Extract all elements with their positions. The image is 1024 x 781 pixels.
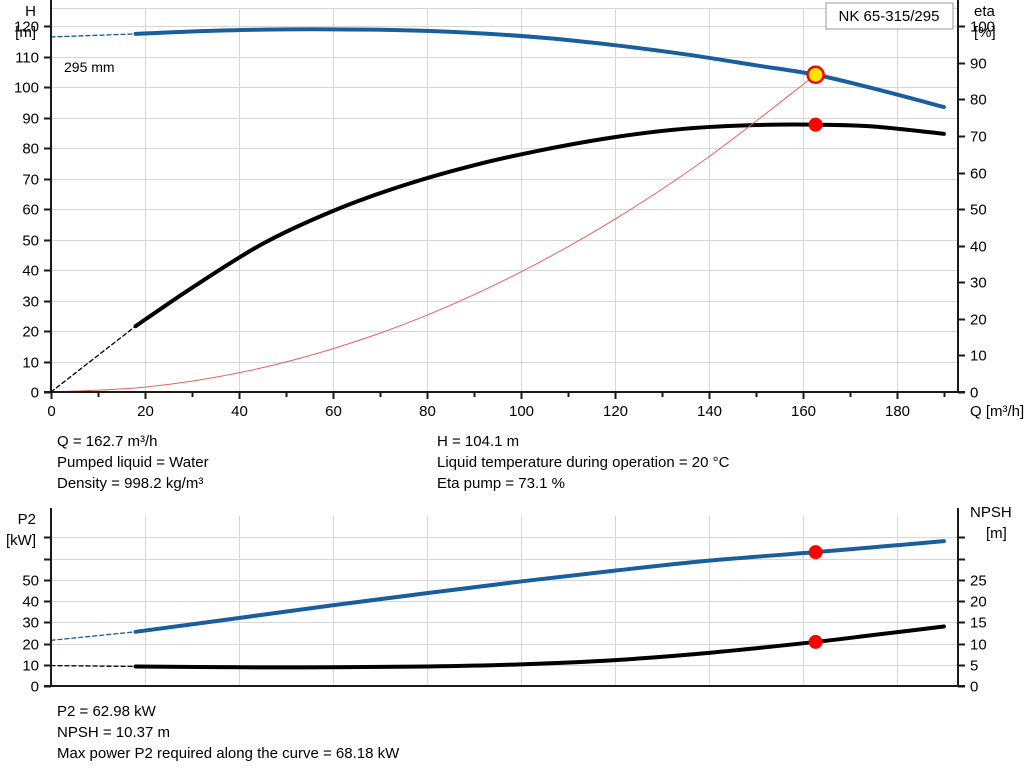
top-left-tick-label: 50 [22,233,39,250]
duty-info-line-2: Pumped liquid = Water [57,454,209,471]
duty-point-power-marker[interactable] [808,545,823,560]
bottom-right-tick-label: 20 [970,594,987,611]
bottom-right-tick-label: 15 [970,615,987,632]
top-left-tick-label: 60 [22,202,39,219]
bottom-left-tick-label: 30 [22,615,39,632]
top-right-tick-label: 100 [970,19,995,36]
title-box-label: NK 65-315/295 [839,8,940,25]
top-left-tick-label: 0 [31,385,39,402]
top-x-tick-label: 80 [419,403,436,420]
bottom-left-axis-title-1: P2 [18,511,36,528]
top-curve [50,33,137,38]
top-left-tick-label: 80 [22,141,39,158]
bottom-left-tick-label: 50 [22,573,39,590]
bottom-left-tick-label: 0 [31,679,39,696]
top-chart-group: 0 10 20 30 40 50 60 70 80 90 100 110 120 0 10 20 30 40 50 6… [14,0,1024,420]
top-x-axis-title: Q [m³/h] [970,403,1024,420]
duty-info-line-3: Eta pump = 73.1 % [437,475,565,492]
bottom-curve [50,631,137,641]
power-info-line-2: NPSH = 10.37 m [57,724,170,741]
bottom-right-tick-label: 10 [970,637,987,654]
top-left-tick-label: 70 [22,172,39,189]
impeller-diameter-label: 295 mm [64,59,115,75]
bottom-curve [50,664,137,668]
top-left-tick-label: 20 [22,324,39,341]
bottom-curve [133,624,946,670]
bottom-left-tick-label: 40 [22,594,39,611]
top-right-tick-label: 50 [970,202,987,219]
top-left-axis-title-1: H [25,3,36,20]
top-right-axis-title-1: eta [974,3,996,20]
bottom-chart-group: 0 10 20 30 40 50 0 5 10 15 20 25 P2 [kW] NPSH [m] [6,504,1012,696]
top-left-tick-label: 30 [22,294,39,311]
top-x-tick-label: 60 [325,403,342,420]
top-x-tick-label: 160 [791,403,816,420]
top-left-tick-label: 100 [14,80,39,97]
top-curve [133,27,946,110]
power-info-line-3: Max power P2 required along the curve = … [57,745,400,762]
top-right-tick-label: 40 [970,239,987,256]
bottom-left-tick-label: 20 [22,637,39,654]
duty-info-line-3: Density = 998.2 kg/m³ [57,475,204,492]
top-x-tick-label: 100 [509,403,534,420]
title-box-frame [825,2,954,30]
bottom-right-tick-label: 0 [970,679,978,696]
top-right-tick-label: 70 [970,129,987,146]
top-x-tick-label: 20 [137,403,154,420]
top-curve [50,74,817,393]
top-left-tick-label: 90 [22,111,39,128]
power-info-block: P2 = 62.98 kW NPSH = 10.37 m Max power P2 … [57,701,399,764]
top-right-tick-label: 20 [970,312,987,329]
top-left-axis-title-2: [m] [15,24,36,41]
bottom-right-axis-title-1: NPSH [970,504,1012,521]
duty-point-efficiency-marker[interactable] [808,117,823,132]
bottom-right-tick-label: 5 [970,658,978,675]
bottom-curve [133,539,946,634]
top-left-tick-label: 10 [22,355,39,372]
top-left-tick-label: 110 [15,50,39,67]
top-right-tick-label: 60 [970,166,987,183]
top-left-tick-label: 120 [14,19,39,36]
bottom-right-tick-label: 25 [970,573,987,590]
top-x-tick-label: 140 [697,403,722,420]
top-x-tick-label: 40 [231,403,248,420]
duty-point-head-marker[interactable] [806,65,825,84]
top-curve [133,122,946,329]
duty-info-left-column: Q = 162.7 m³/h Pumped liquid = Water Densi… [57,431,209,494]
top-right-tick-label: 30 [970,275,987,292]
chart-title-box: NK 65-315/295 [825,2,954,30]
top-left-tick-label: 40 [22,263,39,280]
top-x-tick-label: 180 [885,403,910,420]
top-right-tick-label: 80 [970,92,987,109]
duty-info-line-2: Liquid temperature during operation = 20… [437,454,730,471]
top-right-tick-label: 90 [970,56,987,73]
duty-point-npsh-marker[interactable] [808,634,823,649]
power-info-line-1: P2 = 62.98 kW [57,703,156,720]
bottom-right-axis-title-2: [m] [986,525,1007,542]
top-right-tick-label: 0 [970,385,978,402]
duty-info-line-1: H = 104.1 m [437,433,520,450]
bottom-left-axis-title-2: [kW] [6,532,36,549]
top-curve [50,325,137,393]
top-right-axis-title-2: [%] [974,24,996,41]
top-right-tick-label: 10 [970,348,987,365]
duty-info-right-column: H = 104.1 m Liquid temperature during ope… [437,431,729,494]
top-x-tick-label: 120 [603,403,628,420]
bottom-left-tick-label: 10 [22,658,39,675]
duty-info-line-1: Q = 162.7 m³/h [57,433,158,450]
top-x-tick-label: 0 [47,403,55,420]
